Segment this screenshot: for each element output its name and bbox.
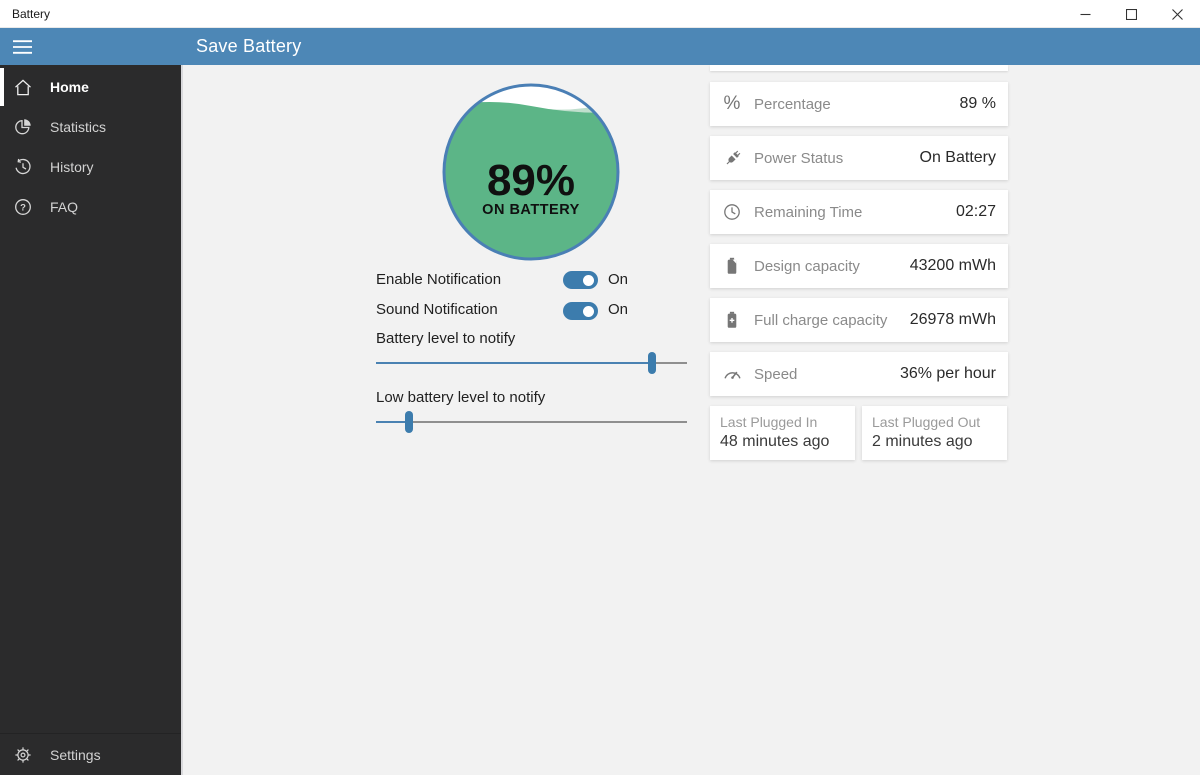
hamburger-menu-button[interactable] [0, 28, 46, 65]
stat-card-power-status: Power Status On Battery [710, 136, 1008, 180]
sidebar-item-label: Statistics [50, 119, 107, 135]
stat-card-design-capacity: Design capacity 43200 mWh [710, 244, 1008, 288]
window-controls [1062, 0, 1200, 28]
nav-list: Home Statistics History [0, 65, 181, 227]
gauge-percent-text: 89% [487, 156, 575, 205]
battery-level-notify-label: Battery level to notify [376, 330, 516, 347]
low-battery-notify-slider[interactable] [376, 411, 687, 433]
minimize-icon [1080, 9, 1091, 20]
gauge-status-text: ON BATTERY [482, 202, 580, 218]
close-button[interactable] [1154, 0, 1200, 28]
maximize-icon [1125, 8, 1137, 20]
partial-card-top [710, 65, 1008, 71]
maximize-button[interactable] [1108, 0, 1154, 28]
plug-card-value: 2 minutes ago [872, 433, 973, 450]
stat-card-percentage: % Percentage 89 % [710, 82, 1008, 126]
stat-value: 02:27 [955, 203, 996, 220]
stat-value: 26978 mWh [909, 311, 996, 328]
stat-label: Speed [754, 365, 798, 383]
slider-thumb[interactable] [647, 352, 656, 374]
page-title: Save Battery [196, 36, 302, 56]
slider-thumb[interactable] [404, 411, 413, 433]
slider-track [376, 421, 687, 423]
battery-full-icon [721, 311, 743, 329]
question-icon: ? [14, 198, 32, 216]
stat-card-remaining-time: Remaining Time 02:27 [710, 190, 1008, 234]
last-plugged-in-card: Last Plugged In 48 minutes ago [710, 406, 855, 460]
enable-notification-label: Enable Notification [376, 271, 502, 288]
minimize-button[interactable] [1062, 0, 1108, 28]
plug-icon [721, 149, 743, 168]
toggle-knob [583, 274, 594, 286]
stat-label: Percentage [754, 95, 831, 113]
battery-gauge: 89% ON BATTERY [440, 81, 622, 263]
gear-icon [14, 746, 32, 764]
pie-chart-icon [14, 118, 32, 136]
sidebar-item-settings[interactable]: Settings [0, 733, 181, 775]
stat-label: Remaining Time [754, 203, 863, 221]
clock-icon [721, 203, 743, 221]
hamburger-icon [12, 39, 32, 54]
stat-label: Full charge capacity [754, 311, 888, 329]
sidebar-item-label: History [50, 159, 94, 175]
stat-label: Design capacity [754, 257, 860, 275]
nav-sidebar: Home Statistics History [0, 65, 183, 775]
stat-card-full-charge-capacity: Full charge capacity 26978 mWh [710, 298, 1008, 342]
sound-notification-toggle[interactable] [563, 302, 598, 320]
stat-value: 36% per hour [899, 365, 996, 382]
low-battery-notify-label: Low battery level to notify [376, 389, 546, 406]
gauge-wave-fill [444, 102, 618, 259]
sidebar-item-statistics[interactable]: Statistics [0, 107, 181, 147]
battery-design-icon [721, 257, 743, 275]
sidebar-item-label: Settings [50, 746, 101, 763]
percent-icon: % [723, 93, 741, 114]
enable-notification-toggle[interactable] [563, 271, 598, 289]
sidebar-item-faq[interactable]: ? FAQ [0, 187, 181, 227]
app-header: Save Battery [0, 28, 1200, 65]
speedometer-icon [721, 365, 743, 384]
slider-fill [376, 362, 652, 364]
stat-value: 89 % [959, 95, 996, 112]
stat-card-speed: Speed 36% per hour [710, 352, 1008, 396]
svg-text:?: ? [20, 202, 26, 213]
sidebar-item-label: FAQ [50, 199, 79, 215]
sound-notification-label: Sound Notification [376, 301, 498, 318]
stat-label: Power Status [754, 149, 844, 167]
plug-card-label: Last Plugged In [720, 414, 818, 430]
history-icon [14, 158, 32, 176]
plug-card-label: Last Plugged Out [872, 414, 981, 430]
window-titlebar: Battery [0, 0, 1200, 28]
home-icon [14, 78, 32, 96]
stat-value: 43200 mWh [909, 257, 996, 274]
slider-fill [376, 421, 409, 423]
main-content: 89% ON BATTERY Enable Notification On So… [185, 65, 1200, 775]
sidebar-item-history[interactable]: History [0, 147, 181, 187]
window-title: Battery [12, 6, 51, 21]
close-icon [1171, 8, 1183, 20]
enable-notification-state: On [608, 271, 629, 288]
battery-level-notify-slider[interactable] [376, 352, 687, 374]
sound-notification-state: On [608, 301, 629, 318]
sidebar-item-home[interactable]: Home [0, 67, 181, 107]
plug-card-value: 48 minutes ago [720, 433, 830, 450]
last-plugged-out-card: Last Plugged Out 2 minutes ago [862, 406, 1007, 460]
selection-indicator [0, 68, 4, 106]
toggle-knob [583, 305, 594, 317]
stat-value: On Battery [919, 149, 996, 166]
sidebar-item-label: Home [50, 79, 89, 95]
